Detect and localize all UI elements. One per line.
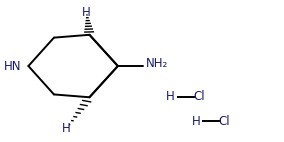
Text: HN: HN [4,59,22,73]
Text: H: H [166,90,175,103]
Text: Cl: Cl [219,115,230,128]
Text: H: H [82,6,91,19]
Text: H: H [192,115,200,128]
Text: NH₂: NH₂ [146,57,168,70]
Text: H: H [62,122,71,135]
Text: Cl: Cl [193,90,204,103]
